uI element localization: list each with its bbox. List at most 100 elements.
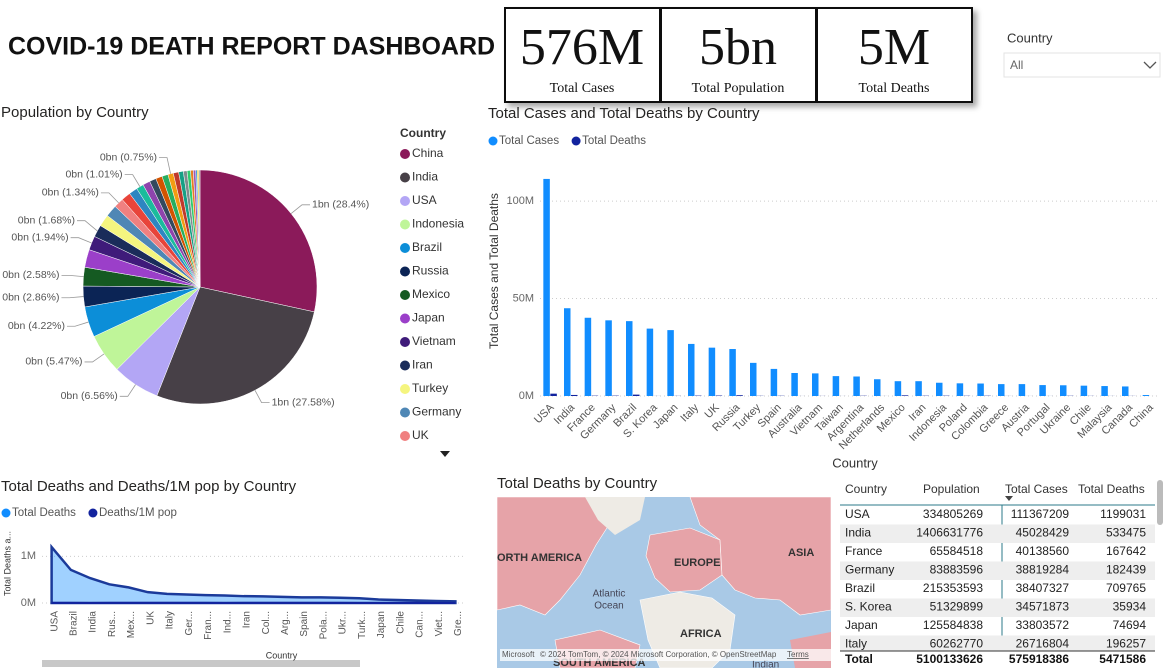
bar	[750, 362, 757, 396]
table-cell: France	[845, 544, 883, 558]
legend-label: Total Deaths	[12, 507, 76, 519]
table-cell: Japan	[845, 618, 878, 632]
map-label: ASIA	[788, 547, 814, 559]
table-cell: 182439	[1106, 563, 1146, 577]
table-cell: 51329899	[930, 600, 984, 614]
pie-slice	[198, 169, 201, 288]
x-tick-label: Gre...	[453, 611, 464, 636]
x-tick-label: Can...	[415, 611, 426, 638]
legend-label: Vietnam	[412, 334, 456, 348]
table-cell: 196257	[1106, 637, 1146, 651]
table-scrollbar[interactable]	[1157, 480, 1163, 525]
legend-swatch	[400, 313, 410, 324]
x-tick-label: USA	[532, 401, 557, 426]
bar	[626, 321, 633, 396]
leader-line	[61, 296, 84, 299]
pie-slice	[199, 169, 318, 313]
legend-swatch	[400, 407, 410, 418]
y-tick-label: 0M	[519, 390, 534, 402]
x-tick-label: Rus...	[107, 611, 118, 637]
x-tick-label: Pola...	[318, 611, 329, 639]
map-attribution: © 2024 TomTom, © 2024 Microsoft Corporat…	[540, 650, 777, 659]
bar	[736, 395, 743, 396]
data-label: 1bn (27.58%)	[272, 396, 335, 408]
table-total: 5471586	[1099, 652, 1146, 666]
table-cell: Germany	[845, 563, 894, 577]
table-cell: 60262770	[930, 637, 984, 651]
dropdown-chevron[interactable]	[1143, 61, 1157, 69]
table-cell: 167642	[1106, 544, 1146, 558]
legend-label: Total Deaths	[582, 135, 646, 147]
legend-label: Mexico	[412, 287, 450, 301]
x-tick-label: Fran...	[203, 611, 214, 640]
x-tick-label: Mex...	[126, 611, 137, 638]
x-tick-label: Viet...	[434, 611, 445, 636]
leader-line	[61, 274, 84, 277]
land	[689, 497, 831, 616]
row-band	[840, 524, 1155, 543]
table-cell: Brazil	[845, 581, 875, 595]
legend-swatch	[400, 149, 410, 159]
bar	[708, 347, 716, 396]
bar	[853, 376, 860, 396]
legend-swatch	[1, 508, 11, 518]
y-tick-label: 100M	[506, 195, 534, 207]
table-cell: 125584838	[923, 618, 983, 632]
sort-arrow[interactable]	[1005, 496, 1013, 501]
leader-line	[84, 353, 105, 363]
x-tick-label: UK	[145, 611, 156, 625]
bar	[633, 394, 640, 396]
table-cell: S. Korea	[845, 600, 892, 614]
bar	[1142, 395, 1150, 396]
table-cell: 533475	[1106, 526, 1146, 540]
table-cell: 38407327	[1016, 581, 1070, 595]
data-label: 0bn (5.47%)	[25, 356, 82, 368]
slicer-title: Country	[1007, 30, 1053, 45]
legend-swatch	[400, 219, 410, 230]
card-frame	[504, 7, 661, 103]
bar	[729, 349, 736, 396]
legend-swatch	[400, 384, 410, 394]
leader-line	[290, 204, 311, 214]
legend-swatch	[400, 266, 410, 277]
bar	[605, 320, 612, 396]
data-label: 0bn (0.75%)	[100, 151, 157, 163]
x-tick-label: Italy	[165, 611, 176, 629]
map-title: Total Deaths by Country	[497, 475, 658, 492]
x-tick-label: Spain	[299, 611, 310, 637]
table-total: Total	[845, 652, 873, 666]
map-terms[interactable]: Terms	[787, 650, 809, 659]
table-cell: 34571873	[1016, 600, 1070, 614]
legend-scroll-arrow[interactable]	[440, 451, 450, 457]
data-label: 0bn (1.01%)	[65, 168, 122, 180]
map-label: Atlantic	[593, 589, 626, 600]
dashboard-title: COVID-19 DEATH REPORT DASHBOARD	[8, 33, 495, 61]
x-tick-label: Chile	[395, 611, 406, 634]
card-value: 576M	[520, 19, 644, 76]
x-tick-label: Col...	[261, 611, 272, 634]
legend-swatch	[400, 431, 410, 441]
map-label: Ocean	[594, 601, 623, 612]
leader-line	[70, 237, 92, 244]
legend-label: Japan	[412, 311, 445, 325]
legend-swatch	[88, 508, 98, 518]
row-band	[840, 635, 1155, 651]
legend-label: Turkey	[412, 381, 448, 395]
x-tick-label: Ukr...	[338, 611, 349, 634]
legend-label: Iran	[412, 358, 433, 372]
legend-label: Deaths/1M pop	[99, 507, 177, 519]
land	[585, 497, 645, 535]
x-tick-label: India	[88, 611, 99, 633]
chart-scrollbar[interactable]	[42, 660, 360, 667]
data-label: 1bn (28.4%)	[312, 199, 369, 211]
legend-swatch	[400, 196, 410, 206]
bar	[791, 373, 798, 396]
slicer-dropdown[interactable]	[1003, 52, 1161, 78]
table-cell: India	[845, 526, 871, 540]
bar	[688, 343, 695, 396]
bar	[550, 393, 557, 396]
bar	[571, 394, 578, 396]
leader-line	[124, 174, 141, 187]
bar	[564, 308, 571, 396]
